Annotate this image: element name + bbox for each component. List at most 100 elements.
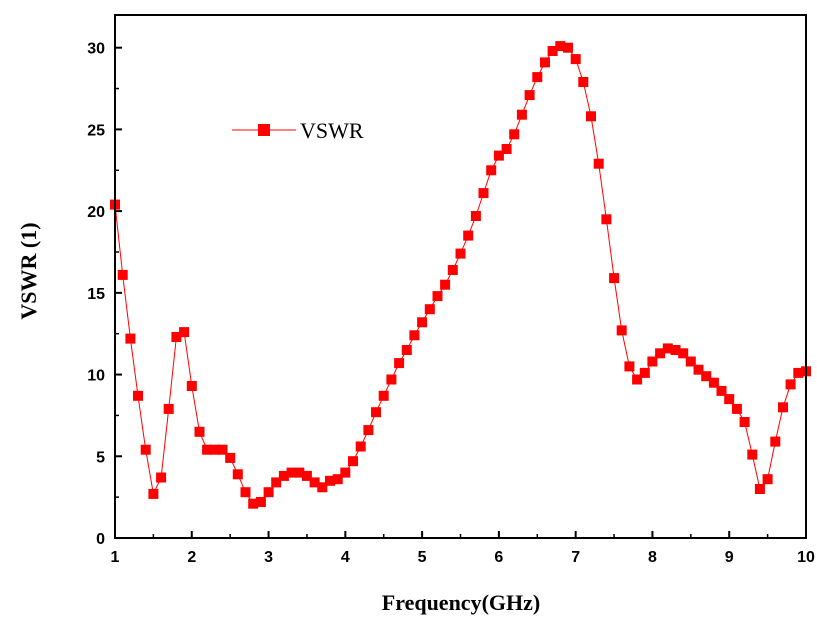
data-point: [524, 90, 535, 101]
data-point: [148, 488, 159, 499]
data-point: [655, 348, 666, 359]
data-point: [609, 273, 620, 284]
data-point: [731, 403, 742, 414]
y-tick-label: 30: [87, 41, 105, 58]
data-point: [394, 358, 405, 369]
data-point: [662, 343, 673, 354]
y-tick-label: 15: [87, 286, 105, 303]
data-point: [225, 452, 236, 463]
data-point: [747, 449, 758, 460]
data-point: [670, 345, 681, 355]
data-point: [271, 477, 282, 488]
data-point: [371, 407, 381, 418]
data-point: [325, 475, 335, 486]
data-point: [240, 487, 251, 498]
data-point: [478, 188, 489, 199]
data-point: [693, 364, 704, 375]
data-point: [616, 325, 627, 336]
data-point: [578, 77, 589, 87]
data-point: [778, 402, 788, 413]
x-axis-title: Frequency(GHz): [382, 590, 540, 615]
x-tick-label: 3: [264, 549, 273, 566]
data-point: [570, 54, 581, 65]
data-point: [355, 441, 366, 452]
data-point: [340, 467, 351, 478]
data-point: [363, 425, 374, 436]
data-point: [386, 374, 397, 385]
data-point: [232, 469, 243, 480]
data-point: [248, 498, 259, 509]
data-point: [516, 109, 527, 120]
data-point: [186, 381, 197, 391]
y-tick-label: 20: [87, 204, 105, 221]
data-point: [378, 390, 389, 401]
data-point: [739, 417, 750, 427]
data-point: [301, 470, 312, 481]
data-point: [793, 367, 804, 378]
data-point: [432, 291, 443, 302]
data-point: [156, 472, 167, 483]
y-tick-label: 10: [87, 368, 105, 385]
data-point: [624, 361, 635, 372]
data-point: [401, 345, 412, 355]
data-point: [171, 332, 182, 342]
x-tick-label: 5: [418, 549, 427, 566]
y-axis-title: VSWR (1): [16, 222, 41, 319]
data-point: [639, 367, 650, 378]
data-point: [255, 497, 266, 507]
data-point: [770, 436, 781, 447]
data-point: [440, 279, 451, 290]
data-point: [486, 165, 497, 176]
data-point: [133, 390, 143, 401]
x-tick-label: 2: [187, 549, 196, 566]
data-point: [509, 129, 520, 140]
data-point: [678, 348, 689, 359]
series-layer: [110, 41, 811, 509]
data-point: [263, 487, 274, 498]
data-point: [286, 467, 297, 478]
y-tick-label: 5: [96, 449, 105, 466]
data-point: [317, 482, 328, 493]
data-point: [125, 333, 136, 344]
data-point: [455, 248, 466, 259]
data-point: [593, 158, 604, 169]
y-tick-label: 0: [96, 531, 105, 548]
x-tick-label: 4: [341, 549, 350, 566]
data-point: [332, 474, 343, 485]
data-point: [708, 377, 719, 388]
legend-marker: [258, 124, 270, 136]
x-tick-label: 1: [111, 549, 120, 566]
data-point: [685, 356, 696, 367]
data-point: [716, 385, 727, 396]
data-point: [540, 57, 550, 68]
data-point: [493, 150, 504, 161]
legend: VSWR: [232, 118, 364, 143]
data-point: [762, 474, 773, 485]
data-point: [424, 304, 435, 315]
data-point: [417, 317, 428, 328]
data-point: [309, 477, 320, 488]
data-point: [217, 444, 228, 455]
x-tick-label: 8: [648, 549, 657, 566]
data-point: [409, 330, 420, 341]
data-point: [724, 394, 735, 405]
data-point: [632, 374, 643, 385]
data-point: [586, 111, 596, 122]
legend-label: VSWR: [300, 118, 364, 143]
x-tick-label: 9: [725, 549, 734, 566]
data-point: [348, 456, 358, 467]
data-point: [754, 484, 765, 494]
x-axis-ticks: 1 2 3 4 5 6 7 8 9 10: [111, 531, 815, 566]
data-point: [785, 379, 796, 390]
data-point: [278, 470, 289, 481]
data-point: [501, 144, 512, 154]
data-point: [163, 403, 174, 414]
data-point: [532, 72, 543, 83]
data-point: [117, 269, 128, 280]
data-point: [647, 356, 658, 367]
data-point: [601, 214, 612, 225]
data-point: [209, 444, 220, 455]
data-point: [447, 265, 458, 275]
data-point: [463, 230, 474, 241]
